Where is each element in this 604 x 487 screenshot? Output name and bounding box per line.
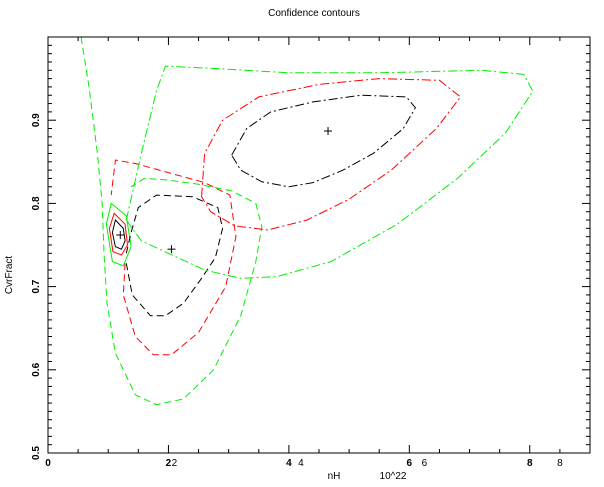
contour-lines — [80, 37, 534, 406]
x-tick-label-secondary: 8 — [557, 458, 563, 469]
plot-frame — [47, 36, 591, 454]
y-tick-label: 0.7 — [31, 279, 42, 293]
best-fit-marker-2 — [324, 127, 333, 136]
x-tick-label: 2 — [166, 458, 172, 469]
x-tick-label: 6 — [407, 458, 413, 469]
y-tick-label: 0.9 — [31, 113, 42, 127]
y-tick-label: 0.8 — [31, 196, 42, 210]
contour-level-3-dashdot-8 — [125, 65, 534, 279]
contour-level-3-solid-2 — [105, 202, 132, 267]
x-axis-unit: 10^22 — [380, 471, 407, 482]
x-tick-label: 0 — [45, 458, 51, 469]
x-tick-label: 4 — [286, 458, 292, 469]
contour-level-2-dashdot-7 — [201, 78, 462, 231]
x-tick-label-secondary: 4 — [298, 458, 304, 469]
best-fit-markers — [116, 127, 333, 254]
x-axis-title: nH — [328, 471, 341, 482]
contour-level-2-solid-1 — [108, 212, 129, 256]
best-fit-marker-0 — [116, 231, 125, 240]
chart-title: Confidence contours — [268, 8, 360, 19]
y-axis-title: CvrFract — [4, 256, 15, 295]
x-tick-labels: 0 2 4 6 8 2 4 6 8 — [45, 458, 563, 469]
contour-level-1-dashdot-6 — [231, 94, 417, 188]
x-tick-label: 8 — [527, 458, 533, 469]
best-fit-marker-1 — [167, 245, 176, 254]
contour-level-2-dash-4 — [110, 159, 237, 356]
y-tick-label: 0.6 — [31, 362, 42, 376]
contour-level-1-dash-3 — [125, 194, 224, 317]
y-tick-label: 0.5 — [31, 446, 42, 460]
y-tick-labels: 0.5 0.6 0.7 0.8 0.9 — [31, 113, 42, 460]
contour-level-1-solid-0 — [111, 218, 126, 250]
axis-ticks — [47, 36, 591, 454]
x-tick-label-secondary: 2 — [172, 458, 178, 469]
contour-level-3-dash-5 — [80, 37, 263, 406]
x-tick-label-secondary: 6 — [422, 458, 428, 469]
